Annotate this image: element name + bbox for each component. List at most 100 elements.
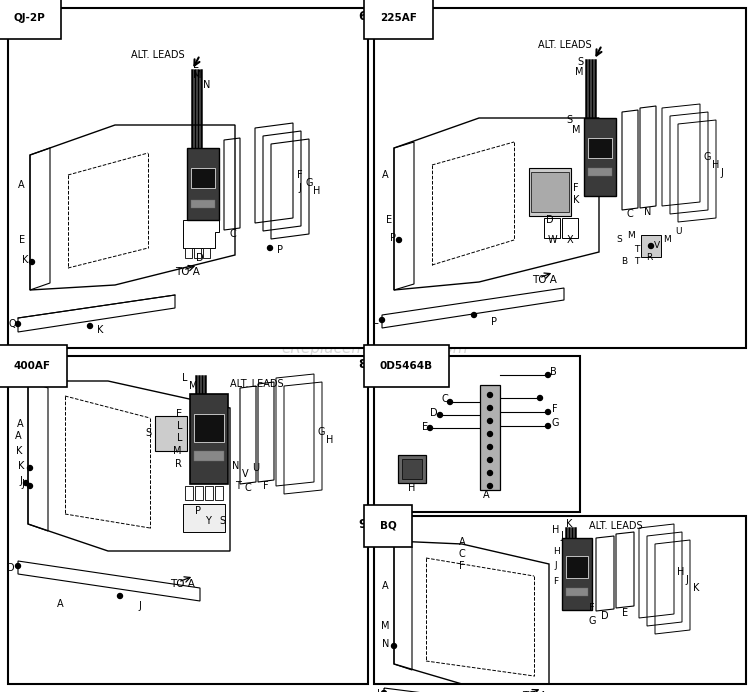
Text: ALT. LEADS: ALT. LEADS xyxy=(131,50,185,60)
Text: J: J xyxy=(139,601,142,611)
Text: F: F xyxy=(459,561,465,571)
Text: R: R xyxy=(646,253,652,262)
Text: TO A: TO A xyxy=(175,267,200,277)
Bar xyxy=(584,118,616,196)
Text: L: L xyxy=(374,316,379,326)
Text: S: S xyxy=(146,428,152,438)
Bar xyxy=(215,486,223,500)
Circle shape xyxy=(538,396,542,401)
Text: A: A xyxy=(459,537,465,547)
Bar xyxy=(641,235,661,257)
Text: P: P xyxy=(390,233,396,243)
Circle shape xyxy=(488,392,493,397)
Text: Y: Y xyxy=(205,516,211,526)
Text: N: N xyxy=(644,207,652,217)
Text: M: M xyxy=(575,67,584,77)
Circle shape xyxy=(397,237,401,242)
Text: E: E xyxy=(386,215,392,225)
Text: W: W xyxy=(548,235,556,245)
Bar xyxy=(402,459,422,479)
Text: U: U xyxy=(253,463,260,473)
Text: Q: Q xyxy=(8,319,16,329)
Circle shape xyxy=(488,444,493,450)
Circle shape xyxy=(28,484,32,489)
Text: A: A xyxy=(382,581,389,591)
Bar xyxy=(183,504,225,532)
Text: G: G xyxy=(305,178,313,188)
Text: K: K xyxy=(573,195,579,205)
Text: ALT. LEADS: ALT. LEADS xyxy=(589,521,643,531)
Text: 225AF: 225AF xyxy=(380,13,417,23)
Text: V: V xyxy=(654,241,660,250)
Bar xyxy=(191,168,215,188)
Circle shape xyxy=(380,318,385,322)
Circle shape xyxy=(427,426,433,430)
Text: A: A xyxy=(15,431,22,441)
Circle shape xyxy=(448,399,452,405)
Text: D: D xyxy=(8,563,15,573)
Text: S: S xyxy=(616,235,622,244)
Text: P: P xyxy=(491,317,497,327)
Bar xyxy=(480,385,500,490)
Text: X: X xyxy=(567,235,573,245)
Text: A: A xyxy=(483,490,489,500)
Text: BQ: BQ xyxy=(380,521,397,531)
Bar xyxy=(566,588,588,596)
Bar xyxy=(562,218,578,238)
Text: H: H xyxy=(313,186,320,196)
Circle shape xyxy=(23,480,28,486)
Circle shape xyxy=(488,457,493,462)
Circle shape xyxy=(16,563,20,569)
Text: eReplacementParts.com: eReplacementParts.com xyxy=(282,340,468,356)
Bar xyxy=(566,556,588,578)
Text: V: V xyxy=(242,469,248,479)
Bar xyxy=(544,218,560,238)
Text: J: J xyxy=(21,479,24,489)
Text: P: P xyxy=(195,506,201,516)
Text: M: M xyxy=(189,381,197,391)
Text: 0D5464B: 0D5464B xyxy=(380,361,433,371)
Text: H: H xyxy=(677,567,684,577)
Text: H: H xyxy=(552,525,560,535)
Text: D: D xyxy=(602,611,609,621)
Text: A: A xyxy=(18,180,25,190)
Circle shape xyxy=(545,372,550,378)
Text: ALT. LEADS: ALT. LEADS xyxy=(230,379,284,389)
Circle shape xyxy=(488,432,493,437)
Text: S: S xyxy=(219,516,225,526)
Text: F: F xyxy=(552,404,557,414)
Bar xyxy=(195,486,203,500)
Circle shape xyxy=(16,322,20,327)
Text: E: E xyxy=(622,608,628,618)
Text: TO A: TO A xyxy=(522,691,547,692)
Bar xyxy=(205,486,213,500)
Text: D: D xyxy=(430,408,438,418)
Text: R: R xyxy=(175,459,182,469)
Text: L: L xyxy=(182,373,188,383)
Text: U: U xyxy=(676,228,682,237)
Text: J: J xyxy=(298,183,302,193)
Text: N: N xyxy=(202,80,210,90)
Bar xyxy=(190,394,228,484)
Text: H: H xyxy=(408,483,416,493)
Bar xyxy=(562,538,592,610)
Text: M: M xyxy=(380,621,389,631)
Text: M: M xyxy=(663,235,670,244)
Text: 8.: 8. xyxy=(358,358,372,370)
Text: K: K xyxy=(693,583,699,593)
Text: QJ-2P: QJ-2P xyxy=(14,13,46,23)
Circle shape xyxy=(437,412,442,417)
Text: 400AF: 400AF xyxy=(14,361,51,371)
Bar xyxy=(155,416,187,451)
Bar xyxy=(187,148,219,220)
Text: B: B xyxy=(621,257,627,266)
Text: G: G xyxy=(588,616,596,626)
Text: 7.: 7. xyxy=(0,358,6,370)
Bar xyxy=(194,451,224,461)
Text: J: J xyxy=(685,575,688,585)
Text: G: G xyxy=(552,418,560,428)
Bar xyxy=(374,8,746,348)
Text: H: H xyxy=(712,160,719,170)
Text: K: K xyxy=(566,519,572,529)
Bar xyxy=(531,172,569,212)
